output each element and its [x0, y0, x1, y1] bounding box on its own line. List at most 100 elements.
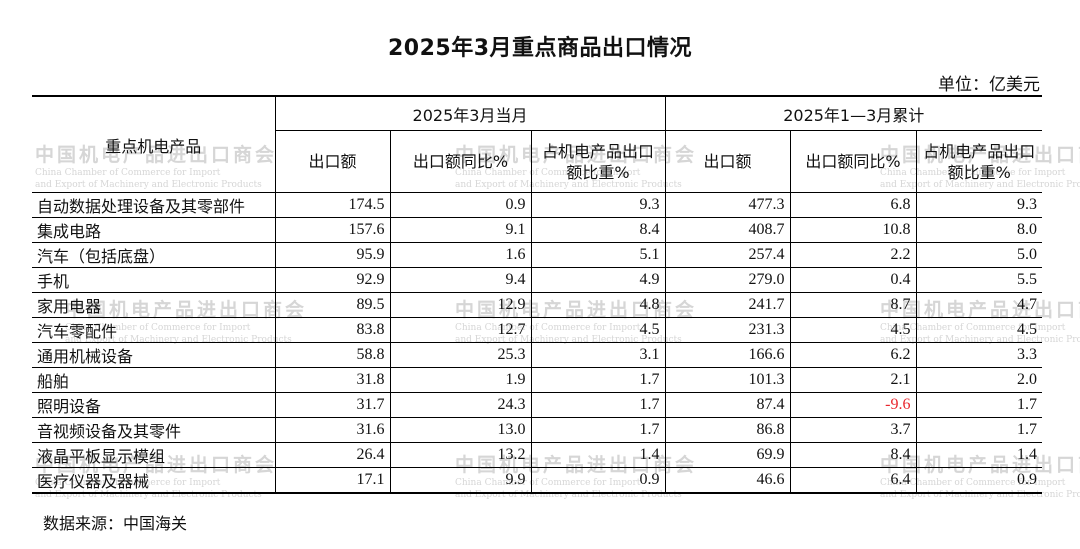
- value-cell: 1.7: [530, 417, 666, 443]
- value-cell: 17.1: [274, 467, 391, 494]
- value-cell: 174.5: [274, 192, 391, 218]
- value-cell: 101.3: [664, 367, 791, 393]
- table-row: 液晶平板显示模组 26.4 13.2 1.4 69.9 8.4 1.4: [32, 442, 1042, 468]
- table-row: 照明设备 31.7 24.3 1.7 87.4 -9.6 1.7: [32, 392, 1042, 418]
- value-cell: 31.7: [274, 392, 391, 418]
- value-cell: 8.4: [530, 217, 666, 243]
- product-name-cell: 船舶: [32, 367, 276, 393]
- product-name-cell: 照明设备: [32, 392, 276, 418]
- value-cell: 4.9: [530, 267, 666, 293]
- table-row: 家用电器 89.5 12.9 4.8 241.7 8.7 4.7: [32, 292, 1042, 318]
- value-cell: 1.7: [915, 417, 1042, 443]
- value-cell: 46.6: [664, 467, 791, 494]
- value-cell: 3.7: [789, 417, 917, 443]
- value-cell: 25.3: [389, 342, 532, 368]
- subheader-share: 占机电产品出口额比重%: [915, 130, 1042, 193]
- value-cell: 95.9: [274, 242, 391, 268]
- table-row: 医疗仪器及器械 17.1 9.9 0.9 46.6 6.4 0.9: [32, 467, 1042, 494]
- export-table: 重点机电产品 2025年3月当月 2025年1—3月累计 出口额 出口额同比% …: [32, 95, 1042, 494]
- value-cell: 2.1: [789, 367, 917, 393]
- product-name-cell: 手机: [32, 267, 276, 293]
- value-cell: 12.7: [389, 317, 532, 343]
- product-name-cell: 医疗仪器及器械: [32, 467, 276, 494]
- value-cell: 0.9: [389, 192, 532, 218]
- value-cell: 6.8: [789, 192, 917, 218]
- data-source-note: 数据来源：中国海关: [43, 514, 188, 533]
- value-cell: 58.8: [274, 342, 391, 368]
- group-header-q1: 2025年1—3月累计: [664, 95, 1042, 131]
- value-cell: 13.0: [389, 417, 532, 443]
- value-cell: 26.4: [274, 442, 391, 468]
- value-cell: 4.5: [530, 317, 666, 343]
- value-cell: 241.7: [664, 292, 791, 318]
- product-name-cell: 集成电路: [32, 217, 276, 243]
- subheader-yoy: 出口额同比%: [789, 130, 917, 193]
- unit-label: 单位：亿美元: [938, 75, 1040, 95]
- table-row: 通用机械设备 58.8 25.3 3.1 166.6 6.2 3.3: [32, 342, 1042, 368]
- value-cell: 257.4: [664, 242, 791, 268]
- value-cell: 1.7: [915, 392, 1042, 418]
- value-cell: 231.3: [664, 317, 791, 343]
- value-cell: 1.7: [530, 367, 666, 393]
- value-cell: 9.3: [530, 192, 666, 218]
- value-cell: 5.1: [530, 242, 666, 268]
- subheader-yoy: 出口额同比%: [389, 130, 532, 193]
- value-cell: 1.9: [389, 367, 532, 393]
- value-cell: 9.4: [389, 267, 532, 293]
- group-header-march: 2025年3月当月: [274, 95, 666, 131]
- value-cell: 0.9: [530, 467, 666, 494]
- value-cell: 8.4: [789, 442, 917, 468]
- value-cell: 477.3: [664, 192, 791, 218]
- product-name-cell: 自动数据处理设备及其零部件: [32, 192, 276, 218]
- value-cell: 12.9: [389, 292, 532, 318]
- table-row: 手机 92.9 9.4 4.9 279.0 0.4 5.5: [32, 267, 1042, 293]
- product-name-cell: 家用电器: [32, 292, 276, 318]
- product-name-cell: 液晶平板显示模组: [32, 442, 276, 468]
- value-cell: 31.6: [274, 417, 391, 443]
- value-cell: 2.0: [915, 367, 1042, 393]
- value-cell: 4.8: [530, 292, 666, 318]
- table-row: 船舶 31.8 1.9 1.7 101.3 2.1 2.0: [32, 367, 1042, 393]
- subheader-export-value: 出口额: [275, 130, 391, 193]
- subheader-share: 占机电产品出口额比重%: [530, 130, 666, 193]
- value-cell: 1.4: [915, 442, 1042, 468]
- value-cell: 69.9: [664, 442, 791, 468]
- value-cell: 1.4: [530, 442, 666, 468]
- value-cell: 3.1: [530, 342, 666, 368]
- value-cell: 166.6: [664, 342, 791, 368]
- value-cell: 0.9: [915, 467, 1042, 494]
- table-row: 汽车（包括底盘） 95.9 1.6 5.1 257.4 2.2 5.0: [32, 242, 1042, 268]
- table-row: 音视频设备及其零件 31.6 13.0 1.7 86.8 3.7 1.7: [32, 417, 1042, 443]
- product-name-cell: 通用机械设备: [32, 342, 276, 368]
- value-cell: -9.6: [789, 392, 917, 418]
- value-cell: 9.1: [389, 217, 532, 243]
- page-title: 2025年3月重点商品出口情况: [387, 36, 693, 61]
- value-cell: 31.8: [274, 367, 391, 393]
- value-cell: 2.2: [789, 242, 917, 268]
- value-cell: 3.3: [915, 342, 1042, 368]
- value-cell: 9.9: [389, 467, 532, 494]
- value-cell: 9.3: [915, 192, 1042, 218]
- value-cell: 4.7: [915, 292, 1042, 318]
- value-cell: 4.5: [789, 317, 917, 343]
- value-cell: 6.4: [789, 467, 917, 494]
- value-cell: 5.5: [915, 267, 1042, 293]
- value-cell: 6.2: [789, 342, 917, 368]
- table-row: 汽车零配件 83.8 12.7 4.5 231.3 4.5 4.5: [32, 317, 1042, 343]
- value-cell: 83.8: [274, 317, 391, 343]
- table-row: 集成电路 157.6 9.1 8.4 408.7 10.8 8.0: [32, 217, 1042, 243]
- value-cell: 0.4: [789, 267, 917, 293]
- product-name-cell: 汽车零配件: [32, 317, 276, 343]
- value-cell: 408.7: [664, 217, 791, 243]
- value-cell: 1.6: [389, 242, 532, 268]
- value-cell: 4.5: [915, 317, 1042, 343]
- value-cell: 10.8: [789, 217, 917, 243]
- value-cell: 279.0: [664, 267, 791, 293]
- value-cell: 92.9: [274, 267, 391, 293]
- value-cell: 8.7: [789, 292, 917, 318]
- value-cell: 157.6: [274, 217, 391, 243]
- value-cell: 87.4: [664, 392, 791, 418]
- product-name-cell: 音视频设备及其零件: [32, 417, 276, 443]
- value-cell: 89.5: [274, 292, 391, 318]
- value-cell: 24.3: [389, 392, 532, 418]
